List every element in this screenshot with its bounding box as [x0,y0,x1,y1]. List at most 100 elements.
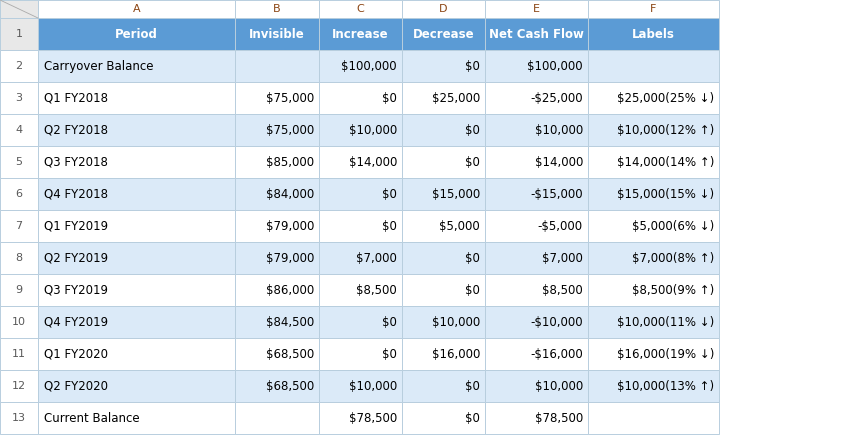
Text: Q4 FY2018: Q4 FY2018 [44,187,108,201]
Bar [402,370,485,402]
Text: Period: Period [115,27,158,40]
Text: $0: $0 [465,379,480,392]
Bar [588,210,719,242]
Text: 12: 12 [12,381,26,391]
Bar [235,306,319,338]
Text: $14,000: $14,000 [535,155,583,169]
Bar [588,178,719,210]
Text: $68,500: $68,500 [266,379,314,392]
Bar [319,114,402,146]
Bar [319,242,402,274]
Bar [319,18,402,50]
Text: 11: 11 [12,349,26,359]
Bar [38,50,235,82]
Bar [0,370,38,402]
Bar [0,402,38,434]
Text: -$16,000: -$16,000 [530,348,583,360]
Text: -$25,000: -$25,000 [530,92,583,105]
Bar [485,210,588,242]
Bar [0,306,38,338]
Text: E: E [533,4,540,14]
Bar [0,0,38,18]
Bar [485,338,588,370]
Text: Q2 FY2019: Q2 FY2019 [44,252,108,264]
Text: $14,000(14% ↑): $14,000(14% ↑) [617,155,714,169]
Bar [588,146,719,178]
Text: $0: $0 [382,92,397,105]
Bar [0,338,38,370]
Text: $10,000(11% ↓): $10,000(11% ↓) [617,315,714,329]
Bar [485,18,588,50]
Bar [588,306,719,338]
Text: -$10,000: -$10,000 [530,315,583,329]
Bar [235,114,319,146]
Bar [402,210,485,242]
Text: $75,000: $75,000 [266,92,314,105]
Text: 4: 4 [15,125,23,135]
Bar [235,274,319,306]
Text: $10,000: $10,000 [349,379,397,392]
Bar [0,50,38,82]
Text: Q3 FY2019: Q3 FY2019 [44,283,108,297]
Bar [38,18,235,50]
Text: Carryover Balance: Carryover Balance [44,59,153,73]
Text: 9: 9 [15,285,23,295]
Text: F: F [651,4,656,14]
Text: $10,000: $10,000 [349,124,397,136]
Text: $79,000: $79,000 [266,220,314,232]
Bar [402,0,485,18]
Text: $16,000(19% ↓): $16,000(19% ↓) [617,348,714,360]
Bar [485,0,588,18]
Bar [319,402,402,434]
Text: $5,000: $5,000 [439,220,480,232]
Text: $78,500: $78,500 [535,411,583,425]
Bar [38,338,235,370]
Text: $10,000: $10,000 [431,315,480,329]
Bar [319,210,402,242]
Text: Q2 FY2018: Q2 FY2018 [44,124,108,136]
Text: $5,000(6% ↓): $5,000(6% ↓) [632,220,714,232]
Bar [402,18,485,50]
Bar [402,178,485,210]
Bar [0,146,38,178]
Text: Q3 FY2018: Q3 FY2018 [44,155,108,169]
Bar [319,338,402,370]
Text: C: C [357,4,365,14]
Bar [588,50,719,82]
Text: Net Cash Flow: Net Cash Flow [489,27,584,40]
Bar [485,114,588,146]
Text: Invisible: Invisible [249,27,305,40]
Bar [235,178,319,210]
Text: $7,000: $7,000 [542,252,583,264]
Bar [319,178,402,210]
Text: A: A [133,4,140,14]
Text: $100,000: $100,000 [342,59,397,73]
Bar [38,402,235,434]
Text: $0: $0 [465,155,480,169]
Bar [235,402,319,434]
Text: $10,000(12% ↑): $10,000(12% ↑) [617,124,714,136]
Bar [485,82,588,114]
Text: $0: $0 [382,315,397,329]
Bar [402,402,485,434]
Bar [402,82,485,114]
Text: $0: $0 [465,283,480,297]
Bar [485,370,588,402]
Bar [235,242,319,274]
Bar [319,146,402,178]
Bar [402,274,485,306]
Text: Q1 FY2018: Q1 FY2018 [44,92,108,105]
Bar [588,370,719,402]
Bar [588,18,719,50]
Bar [402,146,485,178]
Text: Q4 FY2019: Q4 FY2019 [44,315,108,329]
Text: 10: 10 [12,317,26,327]
Bar [38,370,235,402]
Bar [402,242,485,274]
Text: D: D [439,4,448,14]
Text: $0: $0 [465,124,480,136]
Bar [588,338,719,370]
Text: $10,000(13% ↑): $10,000(13% ↑) [617,379,714,392]
Text: Decrease: Decrease [413,27,475,40]
Bar [319,370,402,402]
